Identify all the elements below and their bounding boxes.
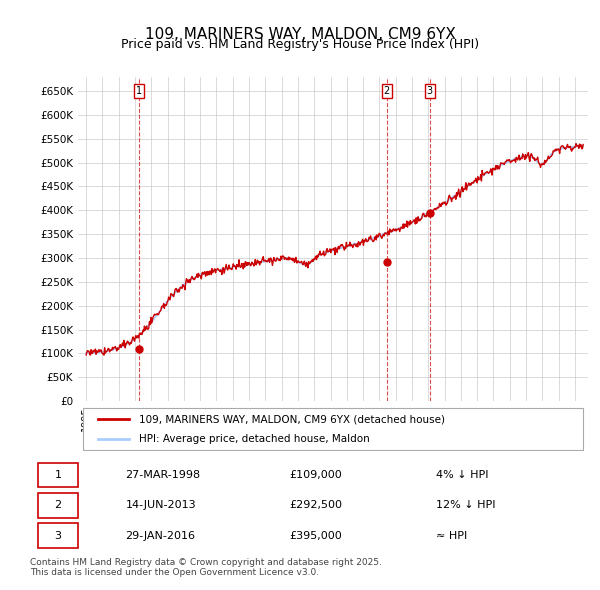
Text: 1: 1: [55, 470, 61, 480]
Text: 2: 2: [383, 86, 390, 96]
Text: 12% ↓ HPI: 12% ↓ HPI: [436, 500, 495, 510]
Text: 1: 1: [136, 86, 142, 96]
FancyBboxPatch shape: [38, 493, 77, 517]
Text: Price paid vs. HM Land Registry's House Price Index (HPI): Price paid vs. HM Land Registry's House …: [121, 38, 479, 51]
Text: 109, MARINERS WAY, MALDON, CM9 6YX (detached house): 109, MARINERS WAY, MALDON, CM9 6YX (deta…: [139, 415, 445, 424]
FancyBboxPatch shape: [83, 408, 583, 451]
Text: 14-JUN-2013: 14-JUN-2013: [125, 500, 196, 510]
FancyBboxPatch shape: [38, 523, 77, 548]
Text: Contains HM Land Registry data © Crown copyright and database right 2025.
This d: Contains HM Land Registry data © Crown c…: [30, 558, 382, 577]
Text: 4% ↓ HPI: 4% ↓ HPI: [436, 470, 488, 480]
Text: 27-MAR-1998: 27-MAR-1998: [125, 470, 200, 480]
Text: £109,000: £109,000: [289, 470, 342, 480]
Text: 3: 3: [427, 86, 433, 96]
Text: £395,000: £395,000: [289, 530, 342, 540]
Text: 3: 3: [55, 530, 61, 540]
Text: HPI: Average price, detached house, Maldon: HPI: Average price, detached house, Mald…: [139, 434, 370, 444]
Text: 2: 2: [54, 500, 61, 510]
Text: £292,500: £292,500: [289, 500, 342, 510]
Text: ≈ HPI: ≈ HPI: [436, 530, 467, 540]
Text: 109, MARINERS WAY, MALDON, CM9 6YX: 109, MARINERS WAY, MALDON, CM9 6YX: [145, 27, 455, 41]
Text: 29-JAN-2016: 29-JAN-2016: [125, 530, 196, 540]
FancyBboxPatch shape: [38, 463, 77, 487]
